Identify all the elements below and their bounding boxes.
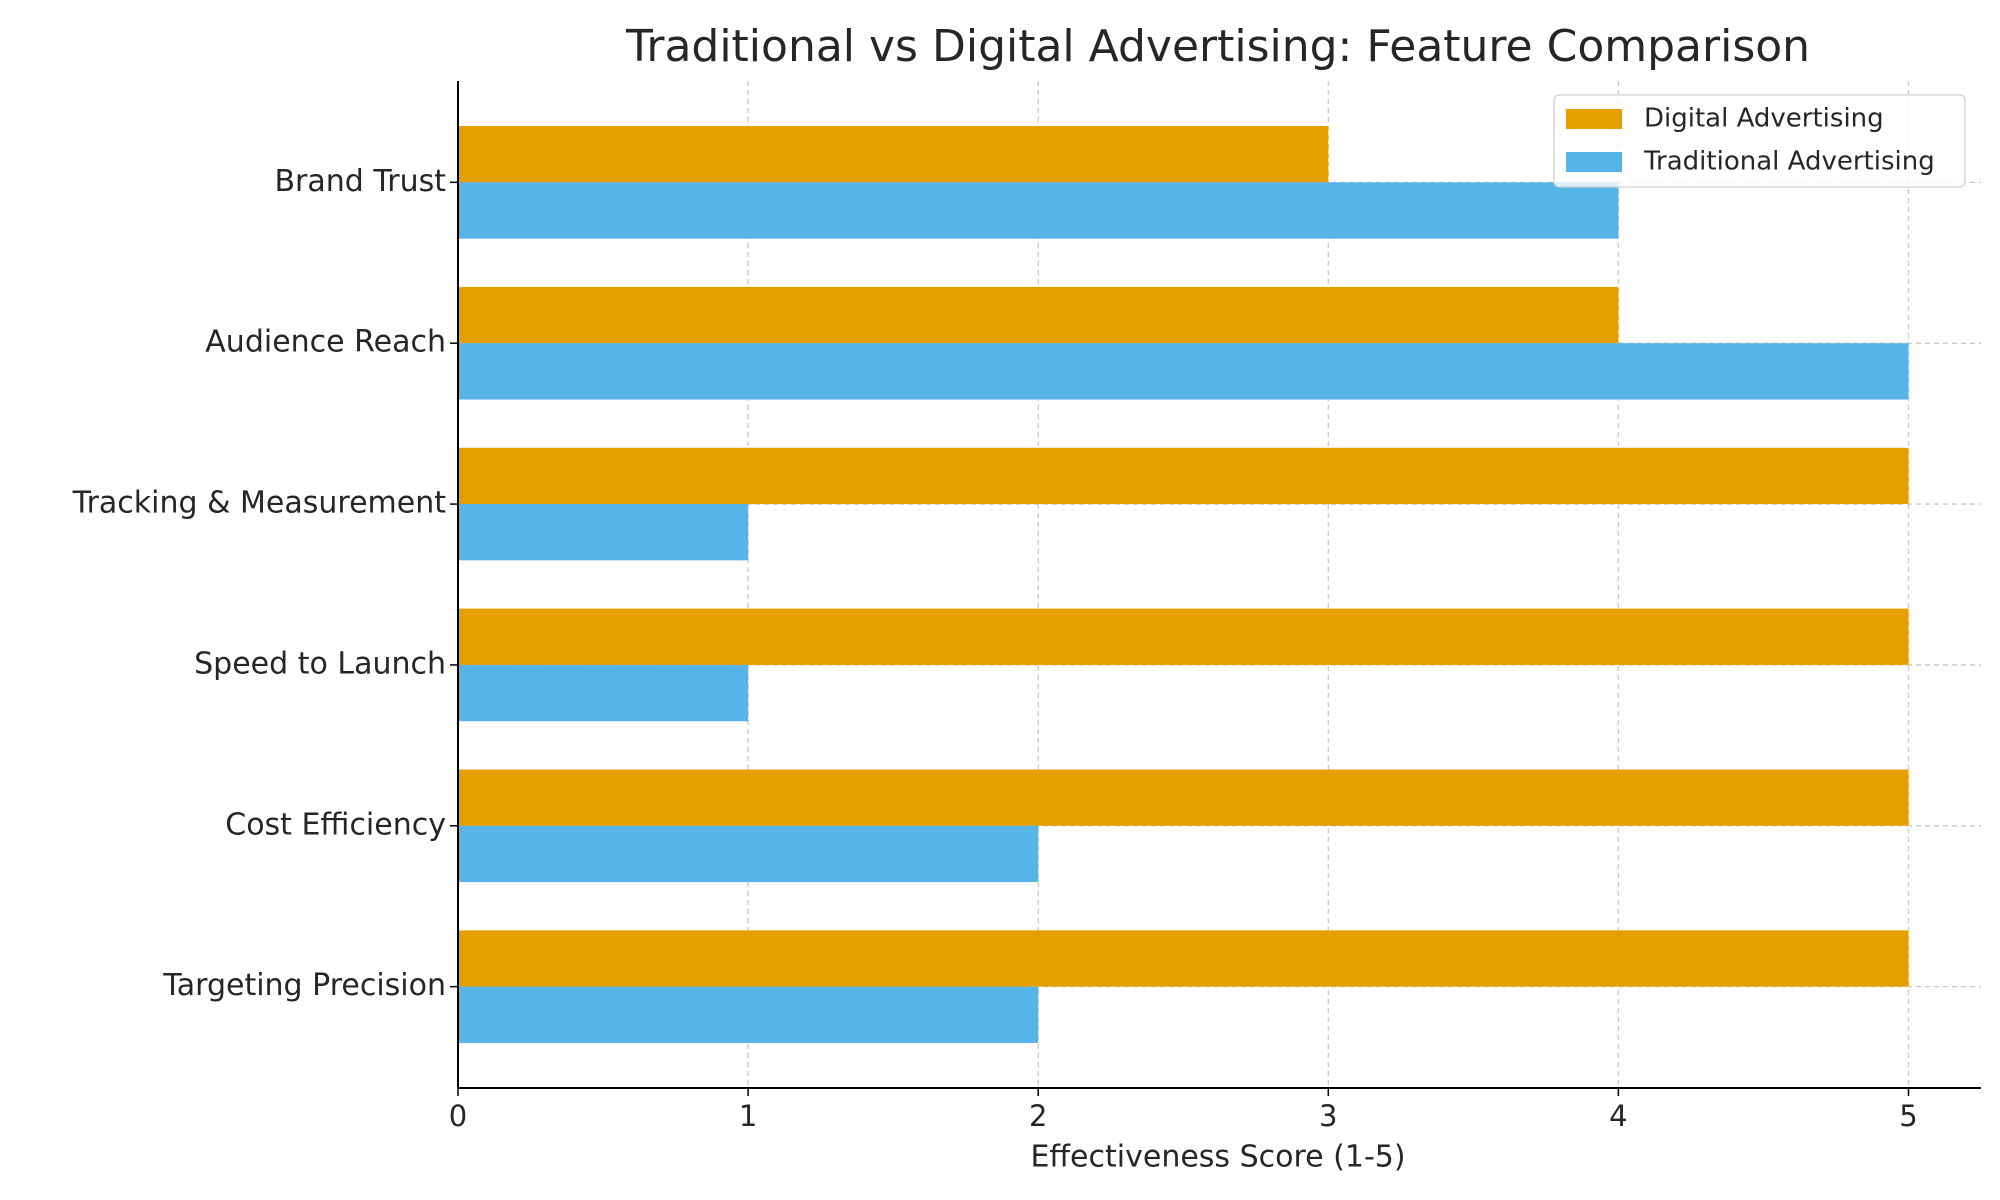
y-tick-label: Audience Reach	[205, 325, 446, 360]
x-tick-label: 1	[739, 1099, 757, 1133]
bar	[458, 286, 1619, 344]
y-tick-label: Brand Trust	[274, 164, 446, 199]
bar	[458, 182, 1619, 239]
y-tick-label: Targeting Precision	[162, 968, 446, 1003]
x-tick-label: 4	[1609, 1099, 1627, 1133]
bar	[458, 825, 1039, 883]
y-tick-label: Tracking & Measurement	[72, 486, 447, 521]
bar	[458, 769, 1909, 826]
bar	[458, 447, 1909, 505]
legend-swatch	[1566, 152, 1622, 172]
bar	[458, 126, 1329, 183]
bar	[458, 986, 1039, 1043]
x-tick-label: 0	[449, 1099, 467, 1133]
x-tick-label: 2	[1029, 1099, 1047, 1133]
bar	[458, 930, 1909, 987]
bar	[458, 664, 749, 722]
legend-box	[1553, 94, 1966, 188]
y-tick-label: Speed to Launch	[194, 646, 446, 681]
legend-label: Traditional Advertising	[1643, 147, 1935, 177]
x-axis-label: Effectiveness Score (1-5)	[1030, 1140, 1405, 1175]
legend: Digital Advertising Traditional Advertisi…	[1553, 94, 1966, 188]
bar	[458, 608, 1909, 665]
y-tick-label: Cost Efficiency	[225, 807, 446, 842]
legend-label: Digital Advertising	[1644, 104, 1884, 134]
chart-title: Traditional vs Digital Advertising: Feat…	[625, 21, 1810, 72]
legend-swatch	[1566, 109, 1622, 129]
x-tick-label: 3	[1319, 1099, 1337, 1133]
bar	[458, 343, 1909, 400]
bar	[458, 504, 749, 561]
x-tick-label: 5	[1899, 1099, 1917, 1133]
